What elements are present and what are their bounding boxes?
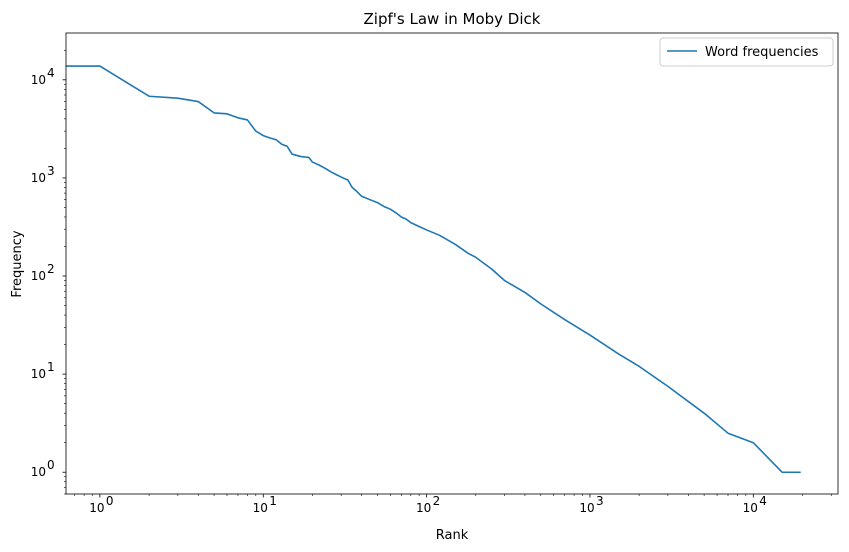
y-tick-label: 10 — [31, 171, 46, 185]
plot-frame — [65, 32, 839, 495]
y-tick-label: 10 — [31, 269, 46, 283]
x-tick-label: 10 — [743, 501, 758, 515]
x-tick-exponent: 1 — [269, 494, 277, 508]
chart-title: Zipf's Law in Moby Dick — [364, 10, 541, 28]
y-tick-label: 10 — [31, 367, 46, 381]
y-tick-label: 10 — [31, 465, 46, 479]
x-tick-label: 10 — [89, 501, 104, 515]
y-tick-exponent: 4 — [47, 66, 55, 80]
x-tick-label: 10 — [416, 501, 431, 515]
x-tick-exponent: 2 — [433, 494, 441, 508]
y-tick-exponent: 0 — [47, 458, 55, 472]
legend: Word frequencies — [659, 37, 834, 67]
x-tick-label: 10 — [253, 501, 268, 515]
legend-box — [659, 37, 834, 67]
x-tick-exponent: 3 — [596, 494, 604, 508]
x-tick-label: 10 — [579, 501, 594, 515]
plot-area — [66, 33, 838, 494]
series-line — [66, 65, 801, 474]
y-axis-label: Frequency — [10, 230, 25, 297]
ticks-layer: 10 0 10 1 10 2 10 3 10 410 010 110 210 310 4 — [31, 49, 832, 515]
series-layer — [66, 65, 801, 474]
x-tick-exponent: 4 — [759, 494, 767, 508]
y-tick-exponent: 1 — [47, 360, 55, 374]
x-axis-label: Rank — [436, 528, 469, 543]
y-tick-exponent: 2 — [47, 262, 55, 276]
y-tick-exponent: 3 — [47, 164, 55, 178]
legend-label: Word frequencies — [705, 45, 819, 60]
y-tick-label: 10 — [31, 73, 46, 87]
x-tick-exponent: 0 — [106, 494, 114, 508]
